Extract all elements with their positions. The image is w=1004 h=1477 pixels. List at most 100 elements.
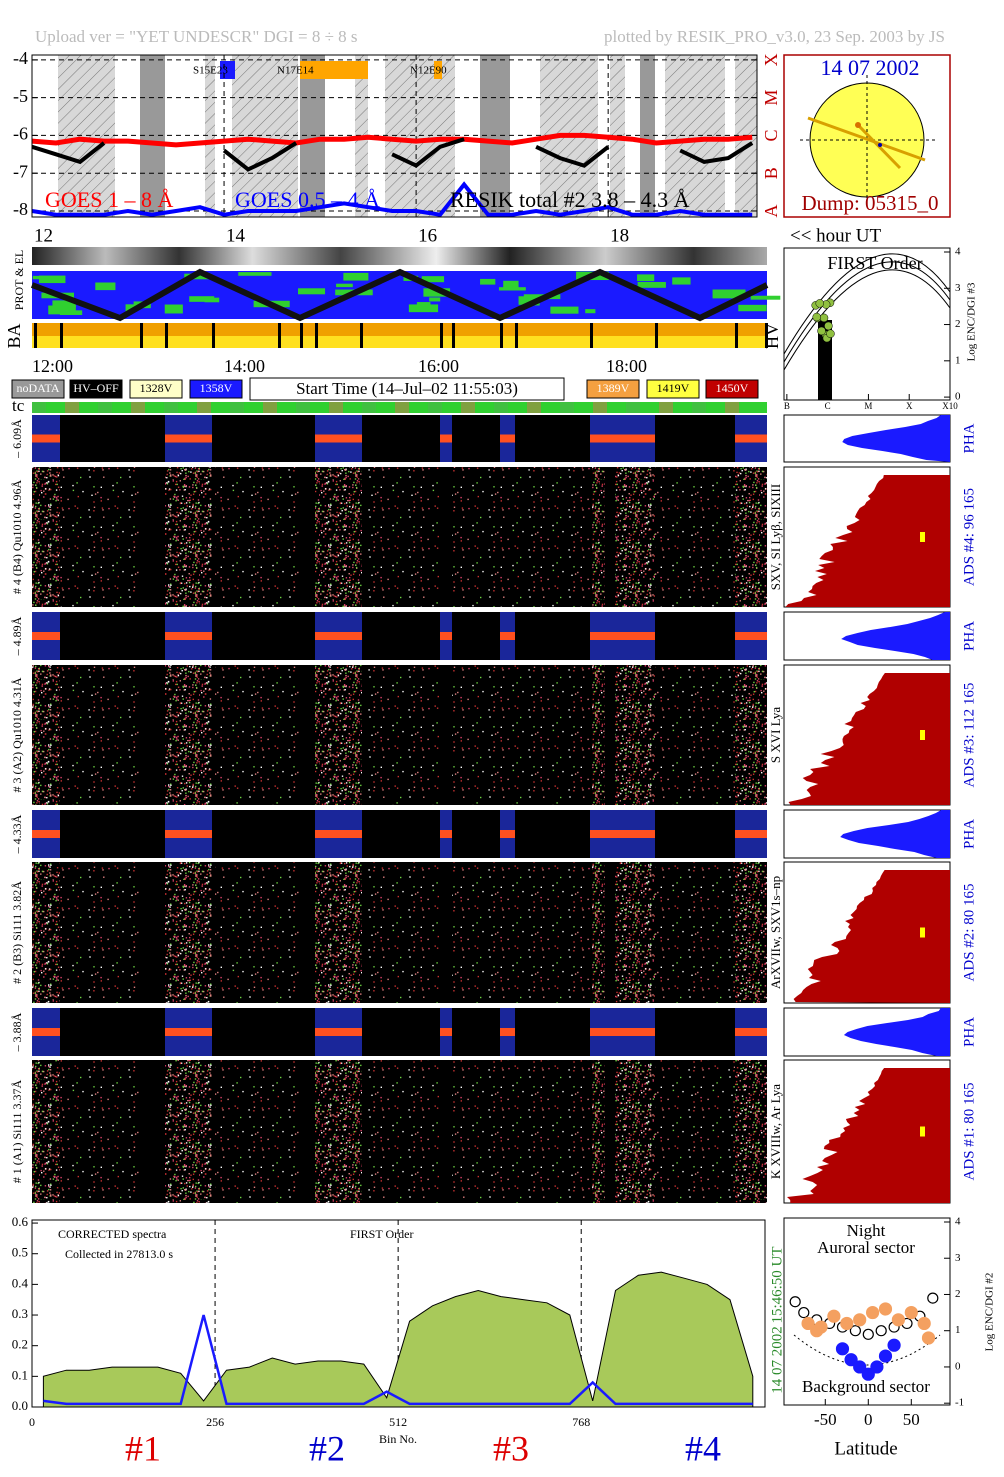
ads-marker (920, 532, 925, 542)
prot-patch (585, 309, 596, 314)
prot-patch (637, 282, 666, 288)
ba-tick (60, 323, 63, 348)
pha-red (32, 434, 60, 443)
scatter-point (810, 1324, 824, 1338)
speckle-dense (165, 665, 212, 805)
chart-title: FIRST Order (827, 253, 922, 273)
prot-patch (59, 310, 83, 315)
scatter-point (853, 1360, 867, 1374)
pha-red (735, 434, 767, 443)
legend-label: 1450V (716, 381, 749, 395)
sun-spot (855, 122, 861, 128)
scatter-point (878, 1302, 893, 1316)
line-label: K XVIIIw, Ar Lya (768, 1084, 783, 1179)
prot-patch (480, 278, 496, 285)
region-bar (434, 61, 442, 79)
pha-shape (842, 415, 950, 462)
pha-red (500, 1028, 515, 1036)
pha-label: PHA (961, 1017, 977, 1047)
ba-tick (278, 323, 281, 348)
channel-label: # 4 (B4) Qu1010 4.96Å (10, 480, 24, 595)
scatter-point (921, 1331, 936, 1345)
speckle-dense (32, 1060, 60, 1203)
pha-label: PHA (961, 423, 977, 453)
x-tick-label: 0 (864, 1410, 873, 1429)
pha-red (500, 632, 515, 640)
y-tick-label: -8 (13, 199, 28, 219)
ba-tick (34, 323, 37, 348)
y-tick-label: -4 (13, 48, 28, 68)
speckle-dense (315, 862, 362, 1003)
x-axis-label: Bin No. (379, 1432, 417, 1446)
hv-point (819, 313, 829, 323)
pha-red (32, 632, 60, 640)
ba-tick (315, 323, 318, 348)
y2-tick-label: -1 (955, 1397, 964, 1409)
pha-red (32, 1028, 60, 1036)
tc-patch (131, 402, 145, 413)
prot-patch (408, 304, 439, 313)
tc-patch (725, 402, 739, 413)
tc-patch (395, 402, 409, 413)
ba-tick (590, 323, 593, 348)
speckle-dense (32, 665, 60, 805)
tc-patch (560, 402, 574, 413)
ba-strip (32, 323, 767, 336)
region-bar (300, 61, 368, 79)
ads-shape (787, 1068, 950, 1203)
scatter-point (835, 1342, 850, 1356)
time-label: 12:00 (32, 356, 73, 376)
annotation: Background sector (802, 1377, 930, 1396)
speckle-dense (735, 862, 767, 1003)
tc-patch (230, 402, 244, 413)
ba-tick (515, 323, 518, 348)
legend-box (189, 379, 243, 399)
pha-shape (841, 612, 950, 660)
scatter-point (917, 1316, 931, 1331)
pha-red (315, 632, 362, 640)
header-plotted: plotted by RESIK_PRO_v3.0, 23 Sep. 2003 … (604, 27, 945, 46)
timestamp: 14 07 2002 (769, 1326, 785, 1394)
scatter-point (827, 1309, 841, 1323)
y-tick-label: -7 (13, 161, 28, 181)
ba-tick (440, 323, 443, 348)
speckle-sparse (215, 467, 300, 607)
tc-patch (692, 402, 706, 413)
tc-patch (527, 402, 541, 413)
scatter-point (878, 1349, 893, 1363)
speckle-dense (315, 1060, 362, 1203)
x-tick-label: 16 (418, 225, 437, 246)
pha-shape (843, 1008, 950, 1056)
ads-marker (920, 927, 925, 938)
annotation: Collected in 27813.0 s (65, 1247, 173, 1261)
speckle-dense (165, 1060, 212, 1203)
pha-red (440, 1028, 452, 1036)
y2-tick-label: 0 (955, 1360, 961, 1372)
speckle-dense (592, 665, 605, 805)
tc-patch (263, 402, 277, 413)
x-tick-label: 512 (389, 1415, 407, 1429)
time-label: 14:00 (224, 356, 265, 376)
channel-number: #1 (125, 1428, 161, 1468)
tc-label: tc (12, 396, 25, 415)
scatter-point (865, 1305, 880, 1320)
night-band (665, 55, 725, 217)
prot-patch (672, 277, 691, 285)
y2-tick-label: M (761, 90, 781, 106)
chart-bg (784, 248, 950, 400)
channel-label: # 2 (B3) Si111 3.82Å (10, 881, 24, 984)
legend-box (129, 379, 183, 399)
channel-label: – 6.09Å (10, 419, 24, 459)
pha-red (440, 632, 452, 640)
scatter-point (904, 1305, 918, 1320)
ads-marker (920, 1126, 925, 1137)
scatter-point (861, 1367, 875, 1381)
y2-axis-label: Log ENC/DGI #2 (984, 1273, 996, 1352)
hv-curve (783, 269, 951, 371)
annotation: Auroral sector (817, 1238, 915, 1257)
pha-red (590, 632, 655, 640)
pha-red (315, 1028, 362, 1036)
speckle-dense (592, 467, 605, 607)
